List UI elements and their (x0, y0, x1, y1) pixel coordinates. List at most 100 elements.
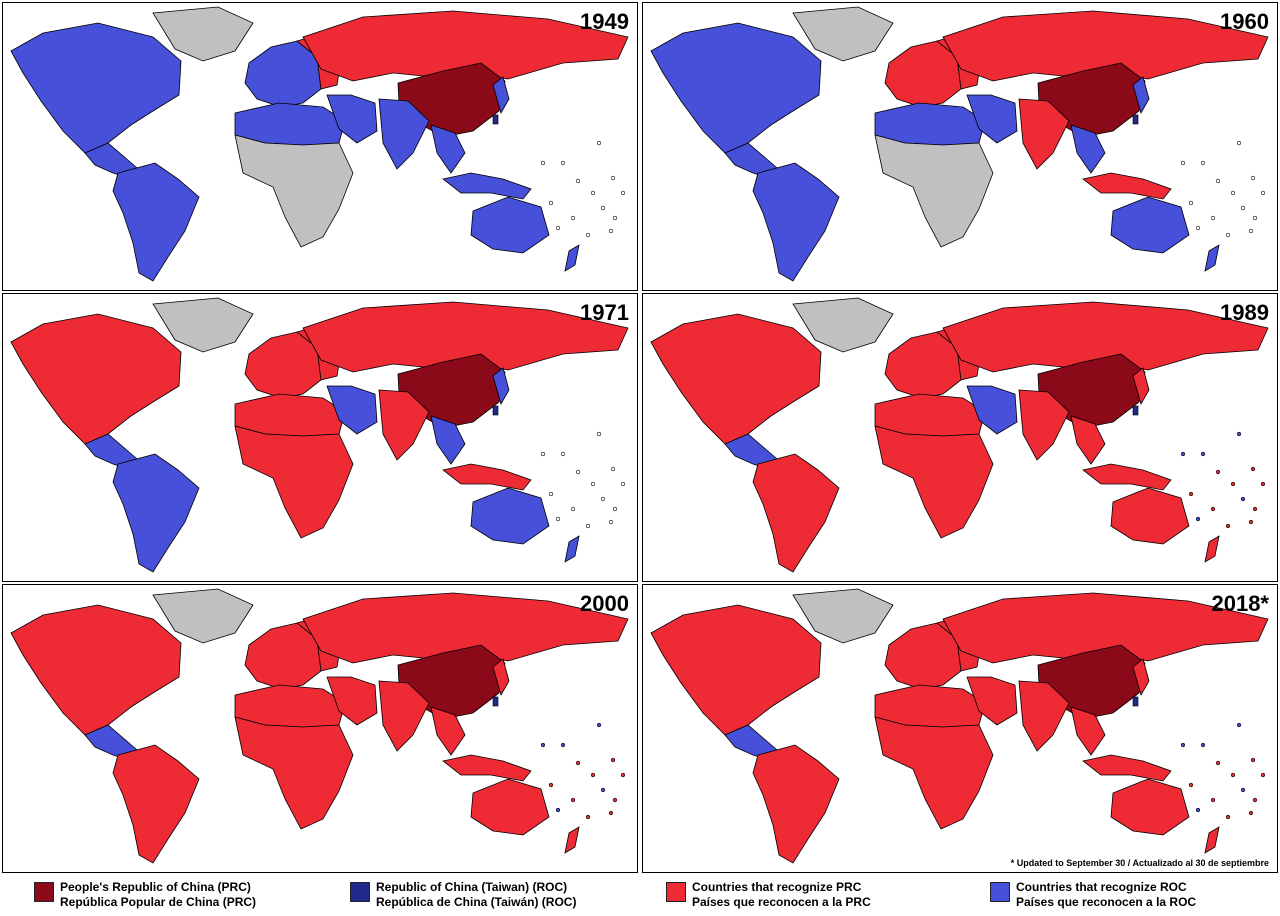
island-marker (600, 787, 606, 793)
region-australia (1110, 487, 1190, 545)
region-nz (564, 244, 580, 272)
region-africa-n (874, 684, 986, 728)
region-mideast (326, 94, 378, 144)
island-marker (540, 742, 546, 748)
island-marker (1230, 481, 1236, 487)
island-marker (560, 160, 566, 166)
island-marker (1225, 523, 1231, 529)
region-northam (10, 313, 182, 445)
island-marker (620, 772, 626, 778)
legend-item-roc: Republic of China (Taiwan) (ROC) Repúblic… (350, 880, 576, 910)
legend-recognize-prc-line2: Países que reconocen a la PRC (692, 895, 871, 909)
region-india (1018, 680, 1070, 752)
island-marker (1260, 481, 1266, 487)
region-mideast (966, 385, 1018, 435)
region-seasia (1070, 706, 1106, 756)
region-europe-w (884, 40, 962, 108)
island-marker (612, 215, 618, 221)
region-india (378, 680, 430, 752)
island-marker (1215, 178, 1221, 184)
region-europe-w (244, 622, 322, 690)
island-marker (555, 516, 561, 522)
island-marker (1248, 228, 1254, 234)
region-taiwan (492, 405, 499, 416)
region-southam (112, 453, 200, 573)
island-marker (610, 757, 616, 763)
region-russia (942, 10, 1269, 82)
region-africa-n (234, 684, 346, 728)
region-indonesia (442, 463, 532, 491)
island-marker (575, 469, 581, 475)
legend-swatch-roc (350, 882, 370, 902)
region-northam (10, 604, 182, 736)
island-marker (1248, 810, 1254, 816)
world-map (10, 6, 629, 282)
island-marker (1200, 742, 1206, 748)
island-marker (1180, 742, 1186, 748)
region-indonesia (1082, 754, 1172, 782)
map-panel: 1989 (642, 293, 1278, 582)
world-map (10, 588, 629, 864)
legend-item-recognize-roc: Countries that recognize ROC Países que r… (990, 880, 1196, 910)
region-seasia (1070, 415, 1106, 465)
island-marker (608, 519, 614, 525)
region-japan (492, 367, 510, 406)
legend: People's Republic of China (PRC) Repúblic… (0, 874, 1280, 916)
region-europe-w (244, 40, 322, 108)
region-northam (650, 604, 822, 736)
island-marker (600, 496, 606, 502)
island-marker (1195, 225, 1201, 231)
legend-prc-line2: República Popular de China (PRC) (60, 895, 257, 909)
region-africa (234, 716, 354, 830)
world-map (650, 297, 1269, 573)
island-marker (548, 491, 554, 497)
region-mideast (966, 94, 1018, 144)
island-marker (608, 810, 614, 816)
region-nz (564, 826, 580, 854)
region-africa (234, 425, 354, 539)
island-marker (620, 481, 626, 487)
region-mideast (326, 676, 378, 726)
year-label: 1949 (580, 9, 629, 34)
region-russia (302, 301, 629, 373)
island-marker (1248, 519, 1254, 525)
region-indonesia (1082, 463, 1172, 491)
region-indonesia (442, 172, 532, 200)
year-label: 2018* (1211, 591, 1269, 616)
region-australia (1110, 778, 1190, 836)
island-marker (610, 175, 616, 181)
island-marker (1215, 469, 1221, 475)
region-japan (492, 658, 510, 697)
legend-recognize-roc-line1: Countries that recognize ROC (1016, 880, 1187, 894)
island-marker (560, 742, 566, 748)
map-panel: 2018* * Updated to September 30 / Actuali… (642, 584, 1278, 873)
legend-item-recognize-prc: Countries that recognize PRC Países que r… (666, 880, 871, 910)
region-taiwan (1132, 405, 1139, 416)
year-label: 1989 (1220, 300, 1269, 325)
island-marker (612, 506, 618, 512)
region-japan (492, 76, 510, 115)
island-marker (548, 782, 554, 788)
island-marker (1250, 757, 1256, 763)
map-panel: 1971 (2, 293, 638, 582)
region-india (378, 98, 430, 170)
region-taiwan (492, 114, 499, 125)
region-japan (1132, 658, 1150, 697)
island-marker (585, 232, 591, 238)
island-marker (1195, 516, 1201, 522)
island-marker (612, 797, 618, 803)
map-grid: 1949 1960 1971 1989 2000 2018* * Updated to Se… (2, 2, 1278, 873)
island-marker (1200, 451, 1206, 457)
region-northam (650, 313, 822, 445)
region-southam (752, 162, 840, 282)
region-southam (752, 744, 840, 864)
island-marker (560, 451, 566, 457)
region-africa (874, 425, 994, 539)
island-marker (570, 797, 576, 803)
region-greenland (152, 6, 254, 62)
island-marker (1210, 797, 1216, 803)
region-japan (1132, 367, 1150, 406)
region-russia (942, 592, 1269, 664)
island-marker (590, 481, 596, 487)
legend-prc-line1: People's Republic of China (PRC) (60, 880, 251, 894)
